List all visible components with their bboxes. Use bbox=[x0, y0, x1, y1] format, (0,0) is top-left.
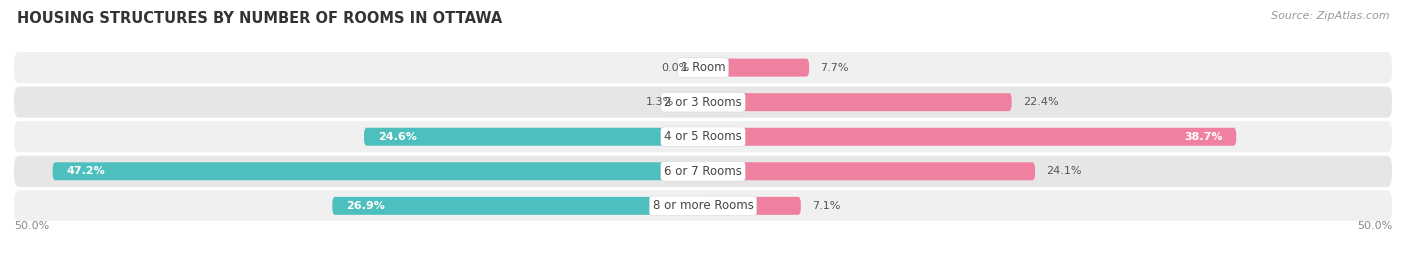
Text: 6 or 7 Rooms: 6 or 7 Rooms bbox=[664, 165, 742, 178]
FancyBboxPatch shape bbox=[703, 162, 1035, 180]
FancyBboxPatch shape bbox=[14, 52, 1392, 83]
FancyBboxPatch shape bbox=[14, 190, 1392, 221]
FancyBboxPatch shape bbox=[364, 128, 703, 146]
Text: 38.7%: 38.7% bbox=[1184, 132, 1222, 142]
FancyBboxPatch shape bbox=[703, 197, 801, 215]
Text: HOUSING STRUCTURES BY NUMBER OF ROOMS IN OTTAWA: HOUSING STRUCTURES BY NUMBER OF ROOMS IN… bbox=[17, 11, 502, 26]
Text: 4 or 5 Rooms: 4 or 5 Rooms bbox=[664, 130, 742, 143]
Text: 1 Room: 1 Room bbox=[681, 61, 725, 74]
Text: 8 or more Rooms: 8 or more Rooms bbox=[652, 199, 754, 212]
Text: 24.6%: 24.6% bbox=[378, 132, 416, 142]
Text: 0.0%: 0.0% bbox=[661, 63, 689, 73]
FancyBboxPatch shape bbox=[703, 59, 808, 77]
Text: 50.0%: 50.0% bbox=[1357, 221, 1392, 231]
Text: 50.0%: 50.0% bbox=[14, 221, 49, 231]
Text: 26.9%: 26.9% bbox=[346, 201, 385, 211]
Text: 47.2%: 47.2% bbox=[66, 166, 105, 176]
FancyBboxPatch shape bbox=[14, 156, 1392, 187]
FancyBboxPatch shape bbox=[703, 93, 1012, 111]
FancyBboxPatch shape bbox=[52, 162, 703, 180]
FancyBboxPatch shape bbox=[14, 87, 1392, 118]
Text: 7.1%: 7.1% bbox=[811, 201, 841, 211]
FancyBboxPatch shape bbox=[14, 121, 1392, 152]
FancyBboxPatch shape bbox=[703, 128, 1236, 146]
FancyBboxPatch shape bbox=[685, 93, 703, 111]
Text: Source: ZipAtlas.com: Source: ZipAtlas.com bbox=[1271, 11, 1389, 21]
FancyBboxPatch shape bbox=[332, 197, 703, 215]
Text: 22.4%: 22.4% bbox=[1022, 97, 1059, 107]
Text: 2 or 3 Rooms: 2 or 3 Rooms bbox=[664, 96, 742, 109]
Text: 1.3%: 1.3% bbox=[645, 97, 673, 107]
Text: 24.1%: 24.1% bbox=[1046, 166, 1081, 176]
Text: 7.7%: 7.7% bbox=[820, 63, 849, 73]
